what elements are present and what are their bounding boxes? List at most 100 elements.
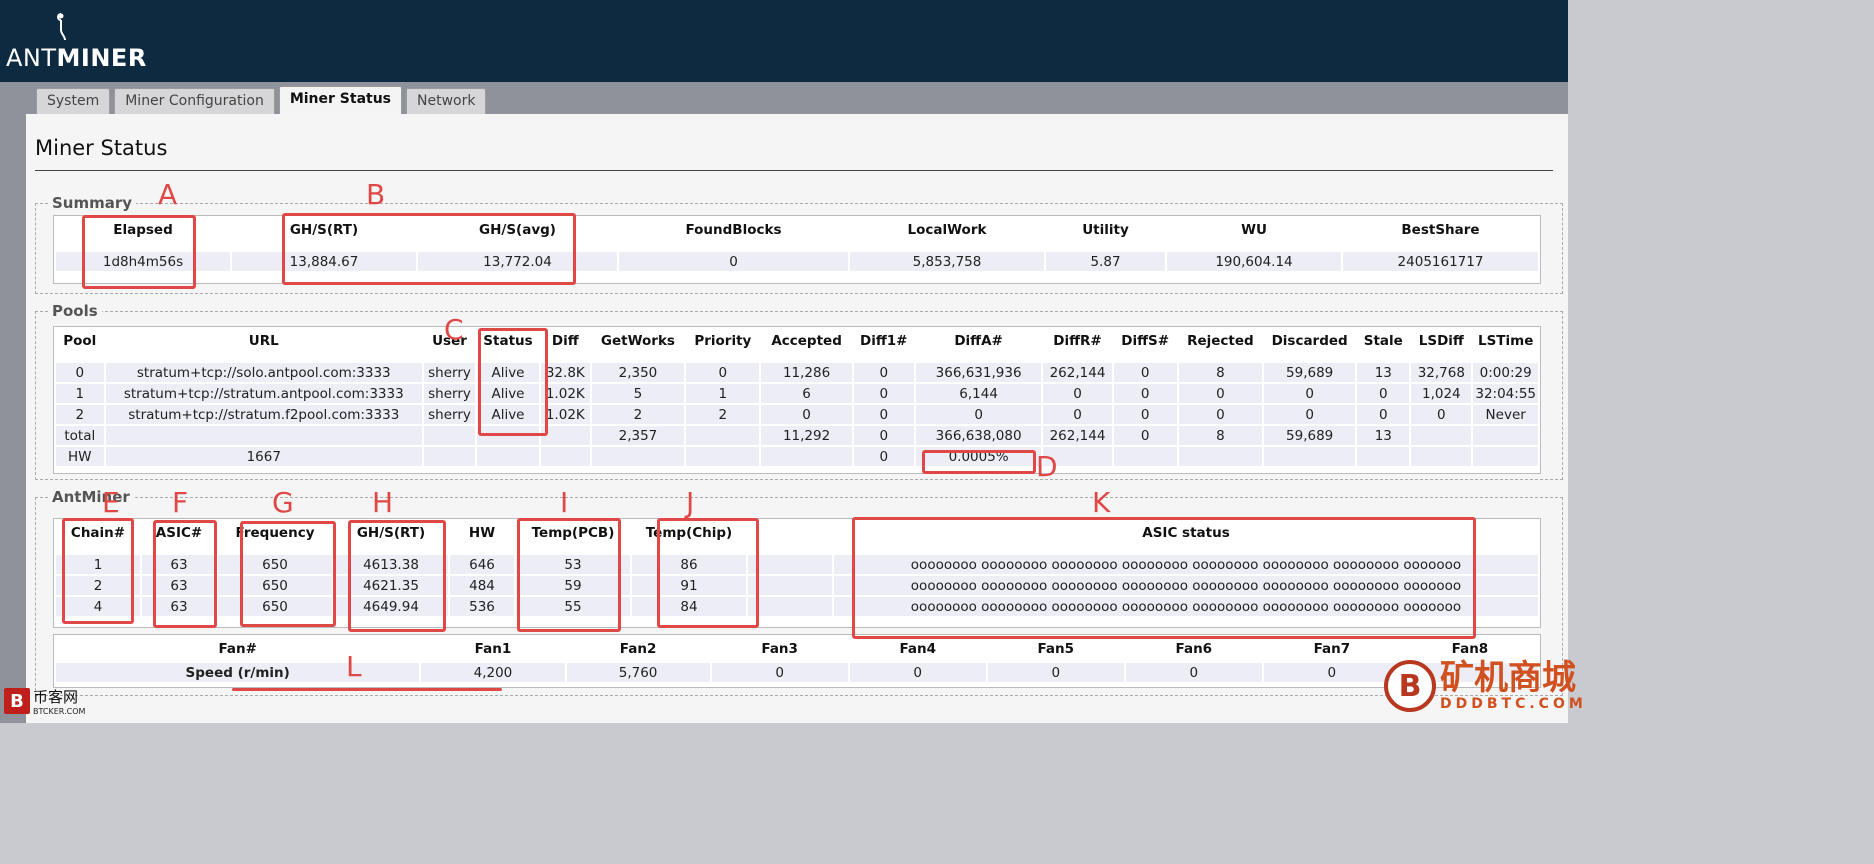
left-margin [0,114,26,723]
chain-header: Temp(Chip) [645,525,733,541]
pool-cell: Alive [476,363,539,382]
pool-cell: 0 [1357,384,1410,403]
pools-header: DiffS# [1121,333,1170,349]
chain-header: Chain# [70,525,126,541]
tab-miner-configuration[interactable]: Miner Configuration [114,88,275,115]
elapsed-value: 1d8h4m56s [56,252,230,271]
fan-speed-value: 0 [849,663,986,682]
pool-cell: 13 [1357,426,1410,445]
tab-network[interactable]: Network [406,88,487,115]
pool-cell [423,426,475,445]
pool-cell: 0 [1113,426,1177,445]
pool-cell: 0 [1357,405,1410,424]
chains-table-container: Chain# ASIC# Frequency GH/S(RT) HW Temp(PCB) T… [53,518,1541,628]
pool-cell: 0.0005% [915,447,1042,466]
chain-cell: 55 [516,597,630,616]
pool-cell: 2,350 [591,363,685,382]
ghs-rt-value: 13,884.67 [232,252,416,271]
pool-cell: 32:04:55 [1473,384,1538,403]
pool-cell [761,447,852,466]
bitcoin-coin-icon: B [1384,660,1436,712]
pool-row: 2 stratum+tcp://stratum.f2pool.com:3333 sh… [56,405,1538,424]
page-title: Miner Status [35,136,168,160]
pool-total-row: total 2,357 11,292 0 366,638,080 262,144 0 8 59,… [56,426,1538,445]
chain-header: GH/S(RT) [356,525,426,541]
pool-cell [1357,447,1410,466]
wu-value: 190,604.14 [1167,252,1341,271]
pools-header: Discarded [1271,333,1348,349]
pools-section: Pools [35,302,1563,480]
pool-cell: 0 [853,426,914,445]
pools-header: Accepted [771,333,842,349]
antenna-logo-icon [57,13,66,41]
pool-cell: 1 [686,384,760,403]
asic-status-cell: oooooooo oooooooo oooooooo oooooooo oooo… [834,597,1538,616]
pool-cell: 1.02K [540,405,590,424]
pool-hw-row: HW 1667 0 0.0005% [56,447,1538,466]
pool-cell: 11,292 [761,426,852,445]
chain-row: 2 63 650 4621.35 484 59 91 oooooooo oooooooo oo… [56,576,1538,595]
pool-cell: 366,631,936 [915,363,1042,382]
fan-speed-value: 0 [1263,663,1400,682]
chain-cell: 84 [632,597,746,616]
tab-system[interactable]: System [36,88,111,115]
pool-cell: 8 [1178,363,1262,382]
chain-cell: 63 [142,555,216,574]
chain-header [748,521,832,545]
pool-cell [591,447,685,466]
chain-row: 4 63 650 4649.94 536 55 84 oooooooo oooooooo oo… [56,597,1538,616]
pool-cell: 0 [686,363,760,382]
chain-row: 1 63 650 4613.38 646 53 86 oooooooo oooooooo oo… [56,555,1538,574]
pool-cell: 59,689 [1263,363,1356,382]
chain-cell: 650 [218,555,332,574]
foundblocks-value: 0 [619,252,848,271]
pool-cell: 8 [1178,426,1262,445]
summary-section: Summary [35,194,1563,294]
fan-speed-value: 0 [1125,663,1262,682]
app-header: ANTMINER [0,0,1568,82]
pool-row: 1 stratum+tcp://stratum.antpool.com:3333 s… [56,384,1538,403]
pool-cell [1411,426,1472,445]
pool-cell [540,447,590,466]
summary-table-container: Elapsed GH/S(RT) GH/S(avg) FoundBlocks L… [53,215,1541,284]
tab-miner-status[interactable]: Miner Status [278,86,403,117]
pool-cell: 1.02K [540,384,590,403]
pool-cell: 1 [56,384,104,403]
chain-cell: 53 [516,555,630,574]
pool-cell: 0 [1113,405,1177,424]
chain-cell: 59 [516,576,630,595]
annotation-underline-l [232,688,502,691]
pool-cell [686,447,760,466]
dddbtc-site-text: DDDBTC.COM [1440,696,1587,712]
pool-cell: 32,768 [1411,363,1472,382]
pool-cell [1263,447,1356,466]
pools-header: GetWorks [600,333,675,349]
pool-cell: Alive [476,384,539,403]
pool-cell: 0 [1411,405,1472,424]
btcker-badge-icon: B [4,688,30,714]
pool-cell: 2 [686,405,760,424]
chain-cell: 63 [142,576,216,595]
pool-cell: 0 [853,384,914,403]
pools-header: LSDiff [1418,333,1464,349]
chain-cell: 4649.94 [334,597,448,616]
pool-cell: 1,024 [1411,384,1472,403]
summary-header: Elapsed [113,222,173,238]
pool-cell [423,447,475,466]
pools-header: Diff [551,333,579,349]
fan-header: Fan1 [474,641,512,657]
fan-header: Fan4 [899,641,936,657]
watermark-dddbtc: B 矿机商城 DDDBTC.COM [1384,660,1587,712]
fan-header: Fan6 [1175,641,1213,657]
pool-cell [1473,447,1538,466]
pool-cell: 0 [1113,384,1177,403]
pools-table-container: Pool URL User Status Diff GetWorks Priority Acc… [53,326,1541,474]
pool-cell: 11,286 [761,363,852,382]
pool-row: 0 stratum+tcp://solo.antpool.com:3333 sher… [56,363,1538,382]
chain-header: Frequency [235,525,315,541]
pools-header: User [432,333,467,349]
pool-cell: 0 [853,447,914,466]
fan-header: Fan# [218,641,257,657]
pool-cell: 0 [1043,384,1112,403]
pool-cell: stratum+tcp://solo.antpool.com:3333 [105,363,422,382]
